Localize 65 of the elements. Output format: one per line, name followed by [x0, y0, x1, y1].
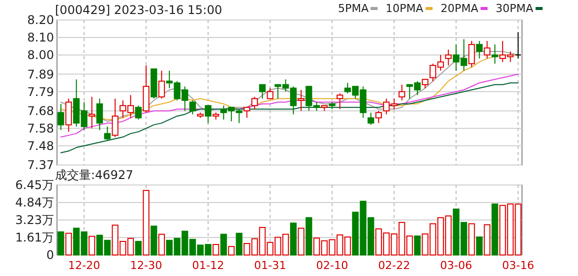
y-tick-label: 0: [46, 248, 54, 262]
candlestick: [96, 98, 103, 131]
bar: [414, 236, 421, 256]
y-tick-label: 7.37: [27, 158, 54, 172]
candlestick: [244, 106, 250, 118]
candlestick: [251, 96, 258, 110]
candlestick: [514, 32, 522, 59]
candlestick: [88, 96, 96, 129]
legend-label: 5PMA: [338, 2, 370, 15]
candlestick: [112, 98, 118, 138]
line-series: [60, 74, 519, 138]
candlestick: [65, 98, 72, 132]
line-series: [60, 82, 519, 154]
y-tick-label: 7.48: [27, 138, 54, 153]
y-tick-label: 8.10: [27, 30, 54, 45]
bar: [150, 226, 158, 256]
x-tick-label: 01-12: [192, 259, 224, 272]
y-tick-label: 3.23万: [15, 213, 54, 228]
chart-title: [000429] 2023-03-16 15:00: [55, 3, 222, 17]
y-tick-label: 8.00: [27, 48, 54, 62]
y-tick-label: 6.45万: [15, 178, 54, 192]
candlestick: [468, 40, 475, 68]
x-tick-label: 02-10: [316, 259, 348, 272]
y-tick-label: 8.20: [27, 13, 54, 28]
candlestick: [104, 126, 111, 142]
bar: [58, 231, 64, 256]
candlestick: [266, 88, 274, 100]
candlestick: [445, 49, 452, 66]
bar: [236, 232, 242, 256]
bar: [492, 203, 498, 256]
x-tick-label: 12-20: [68, 259, 100, 272]
candlestick: [398, 84, 406, 101]
legend-label: 10PMA: [386, 2, 424, 15]
x-tick-label: 03-16: [502, 259, 534, 272]
x-tick-label: 02-22: [378, 259, 410, 272]
candlestick: [259, 84, 266, 100]
candlestick: [158, 70, 165, 100]
candlestick: [189, 100, 196, 115]
candlestick: [492, 44, 498, 64]
y-tick-label: 7.68: [27, 104, 54, 118]
bar: [476, 236, 483, 256]
y-tick-label: 4.84万: [15, 196, 54, 210]
candlestick: [368, 112, 374, 126]
y-tick-label: 7.79: [27, 84, 54, 99]
y-tick-label: 1.61万: [15, 230, 54, 245]
candlestick: [336, 92, 344, 110]
legend-label: 20PMA: [440, 2, 479, 15]
candlestick: [58, 103, 64, 131]
x-tick-label: 12-30: [130, 259, 162, 272]
bar: [306, 217, 312, 256]
x-tick-label: 01-31: [254, 259, 286, 272]
bar: [290, 222, 297, 256]
y-tick-label: 7.89: [27, 67, 54, 82]
y-tick-label: 7.58: [27, 122, 54, 136]
candlestick: [484, 40, 490, 59]
candlestick: [298, 89, 304, 112]
candlestick: [476, 40, 483, 59]
candlestick: [135, 105, 142, 120]
bar: [220, 234, 227, 256]
legend-label: 30PMA: [496, 2, 534, 15]
candlestick: [204, 105, 212, 124]
candlestick: [375, 110, 382, 124]
chart-title: 成交量:46927: [55, 168, 134, 182]
bar: [135, 240, 142, 256]
x-tick-label: 03-06: [440, 259, 472, 272]
